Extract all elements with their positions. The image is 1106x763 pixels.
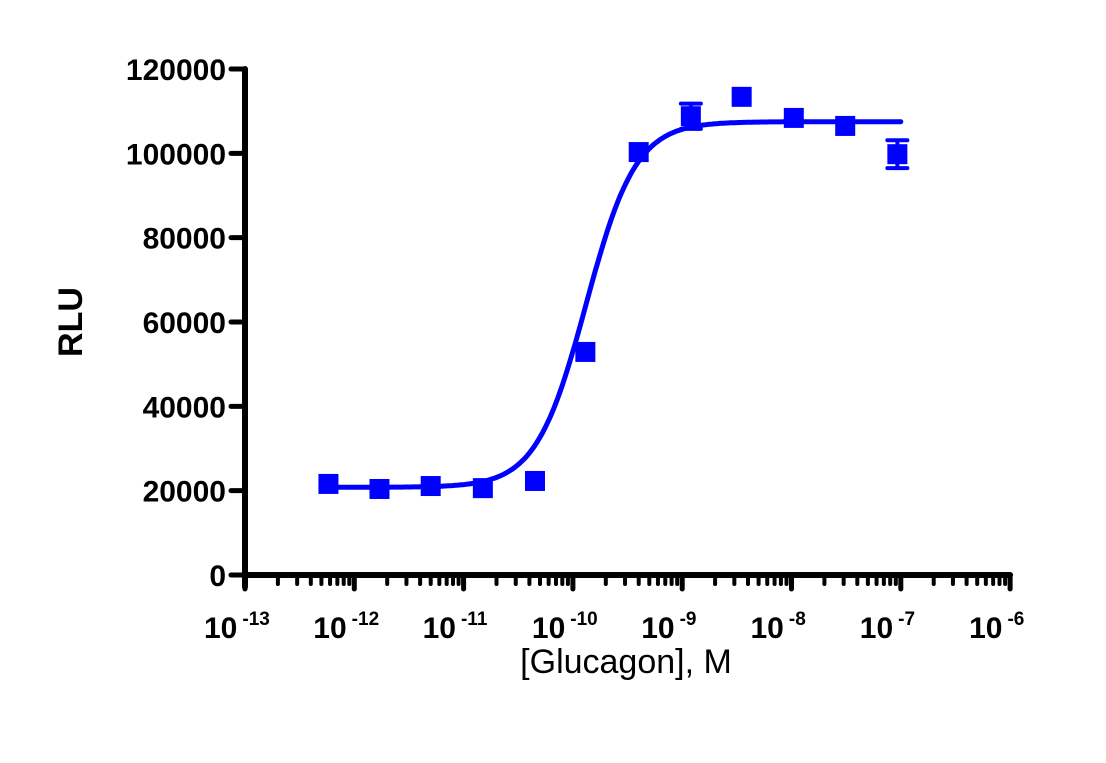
x-tick-label: 10 -6 — [969, 609, 1024, 645]
data-point-marker — [420, 476, 441, 497]
x-tick-label: 10 -11 — [423, 609, 488, 645]
data-point-marker — [680, 106, 701, 127]
fit-curve — [325, 119, 904, 490]
x-tick-label: 10 -8 — [751, 609, 806, 645]
x-axis-title: [Glucagon], M — [520, 643, 732, 681]
y-axis-title: RLU — [52, 287, 90, 357]
data-point-marker — [783, 107, 804, 128]
x-tick-label: 10 -10 — [532, 609, 598, 645]
x-axis: 10 -13 10 -12 10 -11 10 -10 10 -9 10 -8 10 -7 10 -6 — [204, 572, 1024, 645]
x-tick-label: 10 -7 — [860, 609, 915, 645]
data-point-marker — [318, 473, 339, 494]
data-point-marker — [628, 142, 649, 163]
data-point-marker — [835, 115, 856, 136]
x-tick-label: 10 -9 — [641, 609, 696, 645]
data-point-marker — [731, 86, 752, 107]
y-tick-label: 60000 — [143, 307, 226, 340]
y-tick-label: 20000 — [143, 476, 226, 509]
y-axis: 0 20000 40000 60000 80000 100000 120000 — [126, 54, 248, 593]
y-tick-label: 0 — [209, 560, 226, 593]
y-tick-label: 100000 — [126, 138, 226, 171]
y-tick-label: 120000 — [126, 54, 226, 87]
y-tick-label: 40000 — [143, 391, 226, 424]
x-tick-label: 10 -12 — [313, 609, 379, 645]
y-tick-label: 80000 — [143, 223, 226, 256]
data-point-marker — [472, 478, 493, 499]
data-point-marker — [887, 144, 908, 165]
data-point-marker — [524, 470, 545, 491]
data-point-marker — [369, 478, 390, 499]
data-points — [318, 86, 910, 499]
data-point-marker — [575, 341, 596, 362]
x-tick-label: 10 -13 — [204, 609, 270, 645]
